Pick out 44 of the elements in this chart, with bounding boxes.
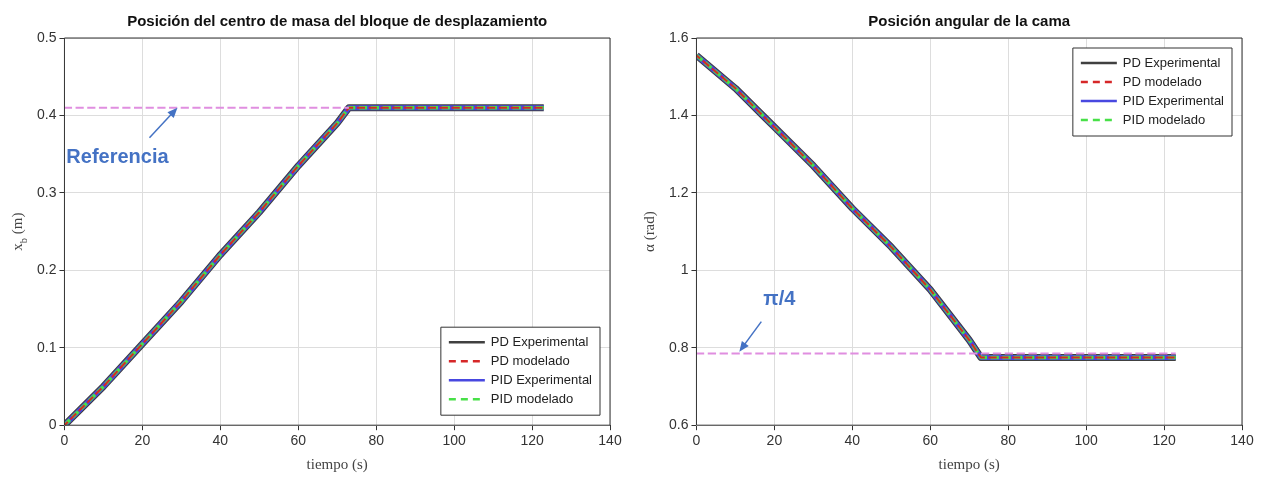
x-tick-label: 120 [1152, 432, 1176, 449]
y-tick-label: 0 [48, 416, 57, 433]
x-tick-label: 40 [844, 432, 861, 449]
x-tick-label: 20 [766, 432, 783, 449]
annotation: Referencia [66, 145, 170, 168]
legend-label: PD modelado [490, 352, 570, 368]
legend-label: PD Experimental [1122, 54, 1221, 70]
chart-title: Posición del centro de masa del bloque de desplazamiento [127, 12, 548, 29]
annotation: π/4 [763, 287, 797, 310]
legend-label: PID Experimental [1122, 92, 1225, 108]
y-tick-label: 0.8 [668, 338, 689, 355]
chart-title: Posición angular de la cama [868, 12, 1071, 29]
y-axis-title: xb (m) [9, 212, 29, 251]
x-tick-label: 80 [368, 432, 385, 449]
x-axis-title: tiempo (s) [306, 456, 368, 473]
x-tick-label: 20 [134, 432, 151, 449]
legend-label: PID Experimental [490, 371, 593, 387]
legend-label: PD modelado [1122, 73, 1202, 89]
legend-label: PID modelado [490, 390, 574, 406]
x-tick-label: 100 [1074, 432, 1099, 449]
x-tick-label: 140 [1230, 432, 1254, 449]
x-tick-label: 0 [60, 432, 69, 449]
x-tick-label: 60 [290, 432, 307, 449]
y-tick-label: 1.2 [668, 183, 689, 200]
y-tick-label: 1.4 [668, 106, 689, 123]
y-tick-label: 0.2 [36, 261, 57, 278]
legend-label: PID modelado [1122, 111, 1206, 127]
y-tick-label: 0.1 [36, 338, 57, 355]
x-tick-label: 40 [212, 432, 229, 449]
x-tick-label: 0 [692, 432, 701, 449]
y-tick-label: 0.4 [36, 106, 57, 123]
y-tick-label: 1.6 [668, 28, 689, 45]
y-tick-label: 0.3 [36, 183, 57, 200]
y-tick-label: 0.5 [36, 28, 57, 45]
y-tick-label: 0.6 [668, 416, 689, 433]
x-tick-label: 120 [520, 432, 544, 449]
legend-label: PD Experimental [490, 333, 589, 349]
x-tick-label: 140 [598, 432, 622, 449]
x-tick-label: 60 [922, 432, 939, 449]
y-tick-label: 1 [680, 261, 689, 278]
y-axis-title: α (rad) [641, 211, 658, 252]
x-tick-label: 100 [442, 432, 467, 449]
x-axis-title: tiempo (s) [938, 456, 1000, 473]
x-tick-label: 80 [1000, 432, 1017, 449]
